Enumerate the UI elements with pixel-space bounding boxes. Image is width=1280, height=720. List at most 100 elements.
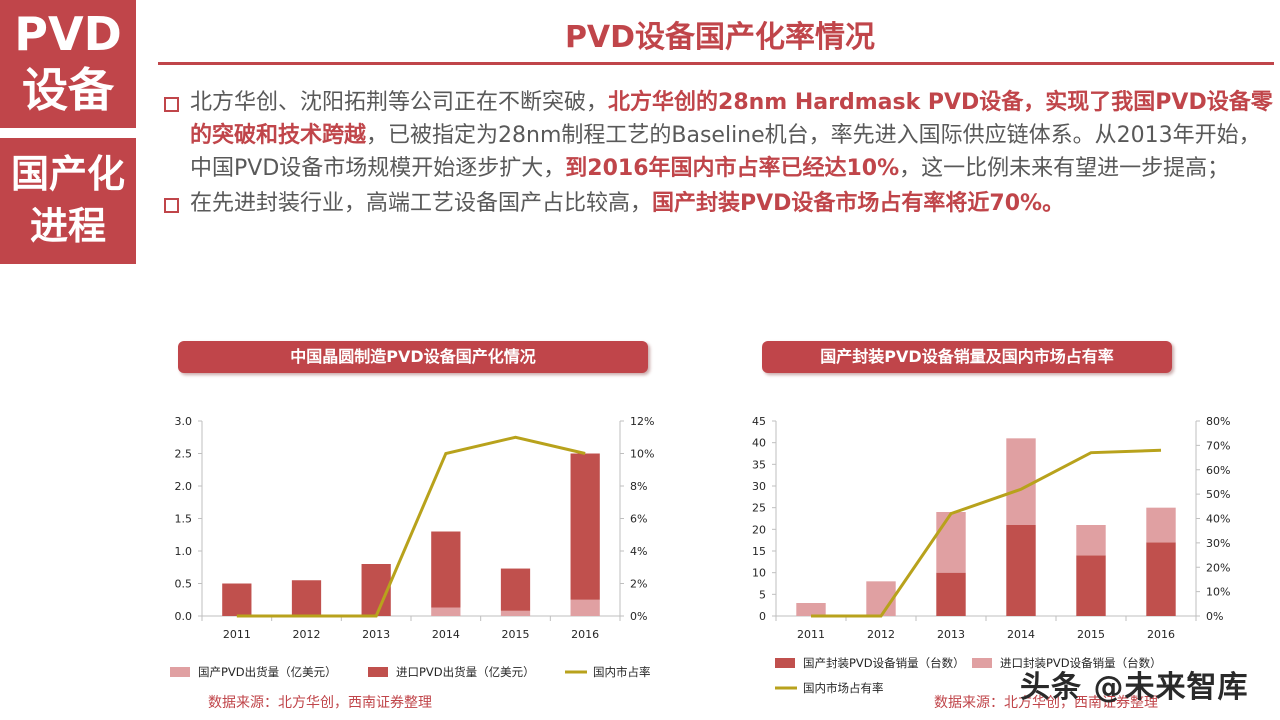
y2-tick-label: 2% <box>630 578 647 591</box>
bullet-item-2: 在先进封装行业，高端工艺设备国产占比较高，国产封装PVD设备市场占有率将近70%… <box>164 187 1276 220</box>
bar-light-2011 <box>796 603 826 616</box>
bar-light-2016 <box>570 599 600 616</box>
side-label-localization: 国产化 <box>10 152 125 196</box>
y2-tick-label: 30% <box>1206 537 1230 550</box>
x-tick-label: 2013 <box>937 628 965 641</box>
bullet-1-text-1: 北方华创、沈阳拓荆等公司正在不断突破， <box>190 90 609 115</box>
y2-tick-label: 4% <box>630 545 647 558</box>
bullet-1-text-3: ，这一比例未来有望进一步提高； <box>899 156 1230 181</box>
bar-light-2015 <box>500 610 531 616</box>
y-tick-label: 25 <box>752 502 766 515</box>
y-tick-label: 40 <box>752 437 766 450</box>
y2-tick-label: 60% <box>1206 464 1230 477</box>
chart-left: 0.0 0.5 1.0 1.5 2.0 2.5 3.0 0% 2% 4% 6% 8% 10% 12% 201… <box>170 415 654 679</box>
y-tick-label: 2.5 <box>175 448 193 461</box>
legend-label: 国内市场占有率 <box>803 681 884 695</box>
line-series-share <box>236 435 586 618</box>
bar-dark-2015 <box>500 568 531 611</box>
bar-light-2012 <box>866 581 896 616</box>
y-tick-label: 45 <box>752 415 766 428</box>
y2-tick-label: 12% <box>630 415 654 428</box>
legend-swatch <box>972 658 992 668</box>
source-left: 数据来源：北方华创，西南证券整理 <box>208 695 432 711</box>
y-tick-label: 30 <box>752 480 766 493</box>
legend-swatch <box>170 667 190 677</box>
bar-dark-2011 <box>222 583 252 616</box>
y2-tick-label: 70% <box>1206 439 1230 452</box>
x-tick-label: 2016 <box>571 628 599 641</box>
x-tick-label: 2016 <box>1147 628 1175 641</box>
bar-dark-2013 <box>936 572 966 616</box>
y-tick-label: 0.5 <box>175 578 193 591</box>
legend-swatch <box>368 667 388 677</box>
x-tick-label: 2012 <box>293 628 321 641</box>
side-label-bottom: 国产化 进程 <box>0 138 136 264</box>
legend-label: 进口封装PVD设备销量（台数） <box>1000 656 1162 670</box>
chart-right: 0 5 10 15 20 25 30 35 40 45 0% 10% 20% 30% 40% 50% 60% 70… <box>752 415 1230 695</box>
bar-light-2015 <box>1076 525 1106 556</box>
y-tick-label: 35 <box>752 458 766 471</box>
square-bullet-icon <box>164 198 179 213</box>
title-divider <box>158 62 1274 65</box>
bullet-item-1: 北方华创、沈阳拓荆等公司正在不断突破，北方华创的28nm Hardmask PV… <box>164 86 1276 185</box>
y2-tick-label: 80% <box>1206 415 1230 428</box>
bar-light-2013 <box>936 512 966 573</box>
line-series-share <box>811 448 1162 618</box>
legend-label: 国内市占率 <box>593 665 651 679</box>
side-label-progress: 进程 <box>29 204 106 248</box>
x-tick-label: 2012 <box>867 628 895 641</box>
bar-dark-2012 <box>291 580 322 616</box>
legend-label: 国产PVD出货量（亿美元） <box>198 665 337 679</box>
x-tick-label: 2015 <box>1077 628 1105 641</box>
bar-light-2014 <box>1006 438 1036 525</box>
bullet-1-highlight-1: 北方华创的28nm Hardmask PVD设备，实现了我国PVD设备零的突破和… <box>190 90 1273 148</box>
legend-label: 进口PVD出货量（亿美元） <box>396 665 535 679</box>
y2-tick-label: 8% <box>630 480 647 493</box>
page-title: PVD设备国产化率情况 <box>564 20 876 55</box>
x-tick-label: 2011 <box>223 628 251 641</box>
y-tick-label: 20 <box>752 523 766 536</box>
side-label-pvd: PVD <box>14 7 122 61</box>
bar-dark-2014 <box>1006 525 1036 616</box>
legend-label: 国产封装PVD设备销量（台数） <box>803 656 965 670</box>
y-tick-label: 0 <box>759 610 766 623</box>
x-tick-label: 2014 <box>1007 628 1035 641</box>
x-tick-label: 2014 <box>432 628 460 641</box>
y-tick-label: 10 <box>752 567 766 580</box>
bar-dark-2016 <box>570 453 600 600</box>
y2-tick-label: 50% <box>1206 488 1230 501</box>
bar-dark-2016 <box>1146 542 1176 616</box>
y2-tick-label: 0% <box>1206 610 1223 623</box>
bar-light-2014 <box>431 607 461 616</box>
bar-light-2016 <box>1146 507 1176 543</box>
y2-tick-label: 20% <box>1206 561 1230 574</box>
chart-left-title: 中国晶圆制造PVD设备国产化情况 <box>178 341 648 373</box>
y-tick-label: 0.0 <box>175 610 193 623</box>
y2-tick-label: 10% <box>1206 586 1230 599</box>
side-label-equipment: 设备 <box>22 63 114 117</box>
chart-right-title: 国产封装PVD设备销量及国内市场占有率 <box>762 341 1172 373</box>
y-tick-label: 15 <box>752 545 766 558</box>
y-tick-label: 2.0 <box>175 480 193 493</box>
y-tick-label: 3.0 <box>175 415 193 428</box>
side-label-top: PVD 设备 <box>0 0 136 128</box>
square-bullet-icon <box>164 97 179 112</box>
y-tick-label: 1.5 <box>175 513 193 526</box>
bar-dark-2014 <box>431 531 461 608</box>
x-tick-label: 2015 <box>502 628 530 641</box>
y-tick-label: 5 <box>759 588 766 601</box>
y-tick-label: 1.0 <box>175 545 193 558</box>
y2-tick-label: 0% <box>630 610 647 623</box>
x-tick-label: 2013 <box>362 628 390 641</box>
y2-tick-label: 10% <box>630 448 654 461</box>
bullet-1-text-2: ，已被指定为28nm制程工艺的Baseline机台，率先进入国际供应链体系。从2… <box>190 123 1261 181</box>
watermark: 头条 @未来智库 <box>1020 670 1249 705</box>
legend-swatch <box>775 658 795 668</box>
bar-dark-2015 <box>1076 555 1106 616</box>
bullet-2-highlight: 国产封装PVD设备市场占有率将近70%。 <box>652 191 1065 216</box>
y2-tick-label: 6% <box>630 513 647 526</box>
x-tick-label: 2011 <box>797 628 825 641</box>
bullet-1-highlight-2: 到2016年国内市占率已经达10% <box>565 156 900 181</box>
bullet-2-text-1: 在先进封装行业，高端工艺设备国产占比较高， <box>190 191 653 216</box>
source-right: 数据来源：北方华创，西南证券整理 <box>934 695 1158 711</box>
